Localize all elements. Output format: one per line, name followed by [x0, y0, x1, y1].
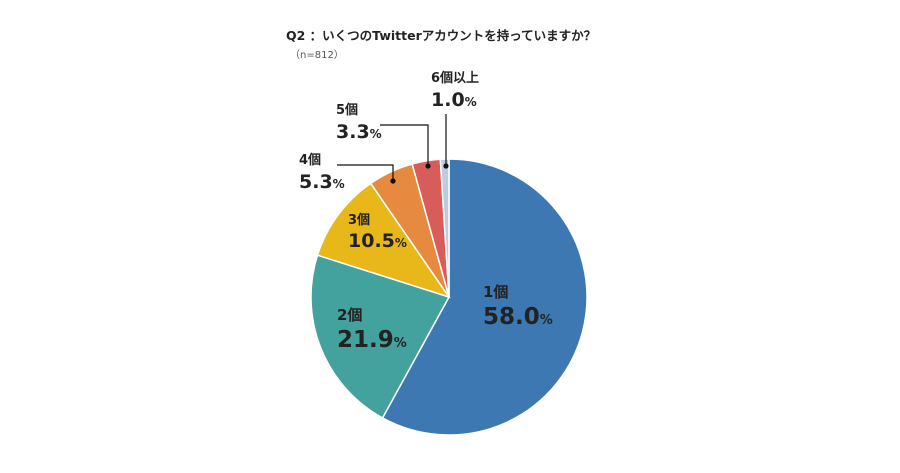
slice-label-5: 5個: [336, 102, 358, 118]
slice-label-2: 2個: [337, 306, 362, 324]
leader-line-4: [337, 164, 394, 181]
leader-lines: [337, 114, 449, 184]
slice-percent-5: 3.3%: [336, 121, 382, 143]
leader-dot-6: [443, 163, 449, 169]
slice-label-3: 3個: [348, 212, 370, 228]
pie-slice-2: [310, 254, 451, 419]
slice-label-6: 6個以上: [431, 70, 479, 86]
slice-percent-3: 10.5%: [348, 230, 407, 252]
leader-line-5: [380, 124, 429, 166]
pie-slice-1: [381, 158, 588, 436]
slice-percent-4: 5.3%: [299, 171, 345, 193]
slice-label-4: 4個: [299, 152, 321, 168]
pie-slice-3: [316, 182, 451, 299]
leader-dot-5: [425, 163, 431, 169]
chart-title: Q2 ：いくつのTwitterアカウントを持っていますか？: [286, 28, 597, 43]
leader-dot-4: [390, 178, 396, 184]
sample-size: （n=812）: [290, 50, 344, 61]
pie-slices: [310, 158, 588, 436]
slice-label-1: 1個: [483, 283, 508, 301]
slice-percent-6: 1.0%: [431, 89, 477, 111]
pie-slice-6: [439, 158, 450, 298]
